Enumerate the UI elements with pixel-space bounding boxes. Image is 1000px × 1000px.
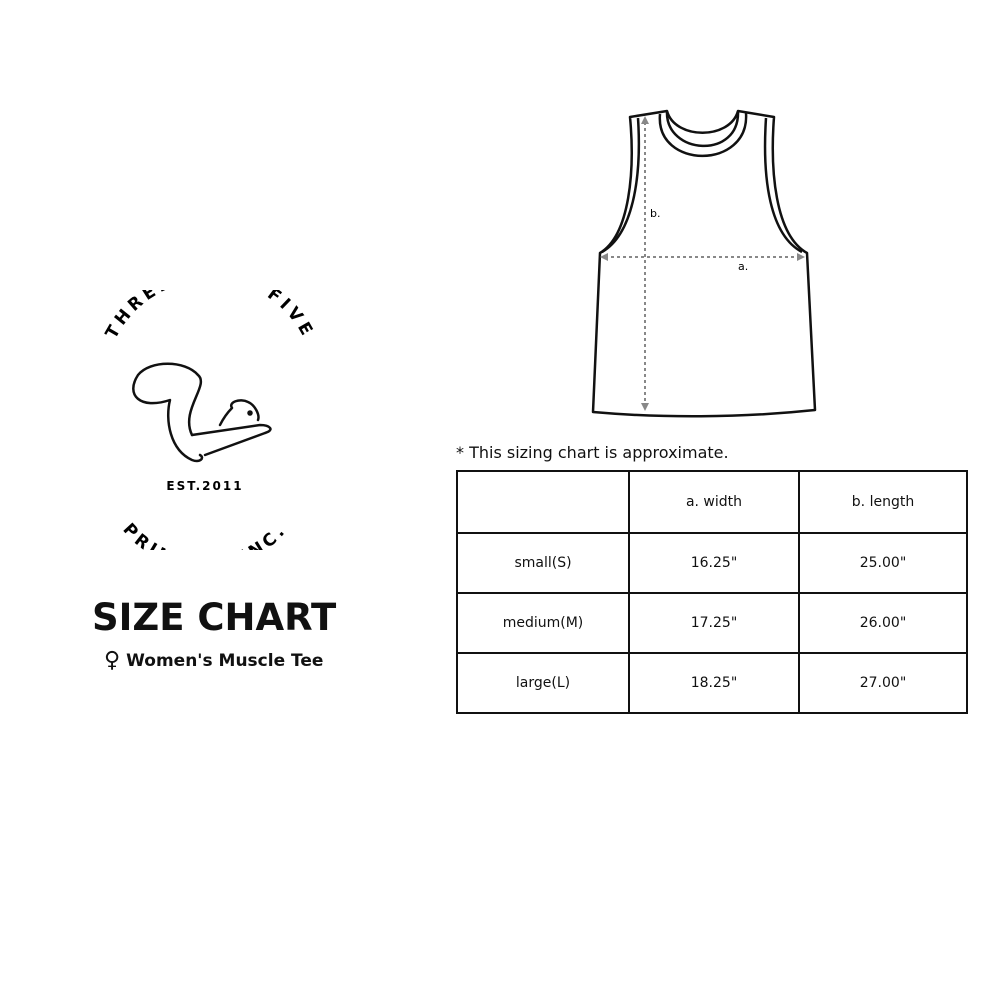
table-row: small(S) 16.25" 25.00" xyxy=(456,532,968,594)
header-cell xyxy=(456,470,630,534)
product-name: Women's Muscle Tee xyxy=(126,650,324,671)
width-cell: 16.25" xyxy=(628,532,800,594)
female-symbol-icon: ♀ xyxy=(104,648,121,673)
label-b: b. xyxy=(650,207,660,220)
length-cell: 25.00" xyxy=(798,532,968,594)
label-a: a. xyxy=(738,260,748,273)
size-cell: small(S) xyxy=(456,532,630,594)
page-title: SIZE CHART xyxy=(92,596,337,639)
squirrel-icon xyxy=(132,362,272,463)
size-table: a. width b. length small(S) 16.25" 25.00… xyxy=(456,470,968,714)
logo-arc-top: THREE SIXTY FIVE xyxy=(102,290,314,342)
table-row: large(L) 18.25" 27.00" xyxy=(456,652,968,714)
svg-text:THREE SIXTY FIVE: THREE SIXTY FIVE xyxy=(102,290,318,342)
logo-arc-bottom: PRINTING INC. xyxy=(119,520,288,550)
svg-text:PRINTING INC.: PRINTING INC. xyxy=(119,520,292,550)
table-header-row: a. width b. length xyxy=(456,470,968,534)
length-cell: 26.00" xyxy=(798,592,968,654)
length-cell: 27.00" xyxy=(798,652,968,714)
logo-established: EST.2011 xyxy=(166,479,243,493)
tank-top-diagram: b. a. xyxy=(591,109,817,418)
header-cell: b. length xyxy=(798,470,968,534)
product-subtitle: ♀ Women's Muscle Tee xyxy=(104,648,323,673)
three-sixty-five-logo: THREE SIXTY FIVE PRINTING INC. EST.2011 xyxy=(102,290,318,550)
width-cell: 18.25" xyxy=(628,652,800,714)
width-cell: 17.25" xyxy=(628,592,800,654)
size-cell: medium(M) xyxy=(456,592,630,654)
table-row: medium(M) 17.25" 26.00" xyxy=(456,592,968,654)
sizing-note: * This sizing chart is approximate. xyxy=(456,443,729,462)
header-cell: a. width xyxy=(628,470,800,534)
size-cell: large(L) xyxy=(456,652,630,714)
